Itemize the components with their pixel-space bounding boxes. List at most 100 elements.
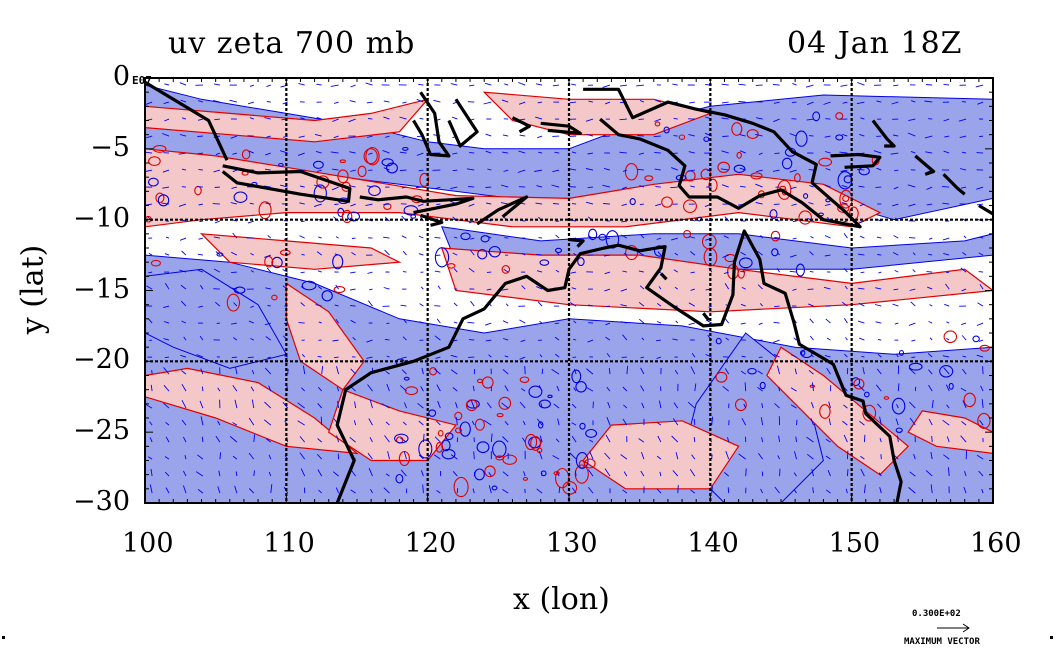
wind-vector — [230, 287, 237, 290]
wind-vector — [776, 365, 781, 375]
wind-vector — [297, 420, 305, 426]
wind-vector — [468, 339, 475, 341]
wind-vector — [690, 288, 695, 291]
wind-vector — [893, 84, 899, 87]
wind-vector — [316, 116, 322, 120]
wind-vector — [656, 339, 661, 342]
wind-vector — [586, 387, 594, 392]
positive-contour — [624, 163, 639, 181]
y-tick-label: −15 — [73, 273, 130, 305]
wind-vector — [913, 453, 916, 460]
wind-vector — [825, 168, 831, 171]
wind-vector — [896, 404, 899, 409]
wind-vector — [877, 254, 882, 256]
wind-vector — [740, 370, 746, 375]
wind-vector — [179, 82, 187, 86]
wind-vector — [487, 251, 492, 256]
wind-vector — [162, 186, 170, 189]
wind-vector — [844, 253, 848, 256]
wind-vector — [437, 285, 441, 290]
wind-vector — [811, 382, 814, 392]
wind-vector — [738, 453, 746, 460]
positive-contour — [654, 121, 661, 127]
positive-contour — [530, 435, 542, 451]
wind-vector — [486, 202, 492, 205]
wind-vector — [976, 322, 984, 326]
wind-vector — [641, 337, 645, 341]
wind-vector — [793, 489, 797, 494]
wind-vector — [485, 133, 492, 137]
wind-vector — [350, 169, 356, 172]
wind-vector — [145, 135, 153, 139]
wind-vector — [317, 469, 323, 477]
wind-vector — [639, 285, 645, 290]
x-tick-label: 150 — [828, 528, 881, 559]
wind-vector — [893, 134, 899, 137]
axis-ticks — [144, 77, 994, 504]
positive-contour — [341, 209, 353, 224]
positive-contour — [496, 412, 504, 418]
wind-vector — [367, 384, 373, 392]
wind-vector — [893, 288, 899, 291]
wind-vector — [367, 271, 373, 274]
wind-vector — [420, 470, 424, 477]
wind-vector — [179, 237, 187, 241]
wind-vector — [571, 83, 577, 86]
wind-vector — [739, 134, 746, 137]
wind-vector — [369, 437, 373, 443]
positive-contour — [862, 404, 877, 422]
wind-vector — [417, 402, 424, 409]
negative-contour — [571, 369, 582, 384]
wind-vector — [232, 232, 238, 239]
wind-vector — [862, 367, 865, 375]
wind-vector — [674, 252, 679, 256]
wind-vector — [235, 471, 238, 477]
wind-vector — [519, 319, 526, 324]
wind-vector — [589, 439, 594, 443]
wind-vector — [793, 472, 797, 477]
wind-vector — [419, 303, 424, 307]
positive-contour — [683, 199, 697, 214]
wind-vector — [266, 135, 271, 138]
wind-vector — [946, 271, 950, 274]
wind-vector — [384, 338, 390, 341]
positive-contour — [152, 144, 167, 153]
wind-vector — [842, 101, 848, 104]
wind-vector — [811, 468, 814, 477]
negative-contour — [851, 377, 861, 387]
positive-vorticity-region — [766, 346, 910, 476]
wind-vector — [876, 100, 882, 103]
wind-vector — [962, 368, 967, 375]
wind-vector — [808, 135, 814, 137]
wind-vector — [335, 284, 339, 290]
wind-vector — [232, 455, 238, 460]
wind-vector — [931, 435, 933, 443]
wind-vector — [792, 288, 797, 291]
wind-vector — [602, 135, 611, 138]
positive-contour — [383, 203, 392, 210]
wind-vector — [741, 355, 746, 358]
wind-vector — [483, 101, 492, 105]
wind-vector — [250, 386, 255, 392]
wind-vector — [266, 84, 271, 88]
wind-vector — [385, 421, 390, 426]
wind-vector — [845, 337, 848, 341]
wind-vector — [334, 253, 339, 256]
positive-contour — [731, 122, 743, 136]
wind-vector — [755, 183, 763, 188]
positive-contour — [625, 245, 639, 261]
wind-vector — [860, 468, 865, 477]
wind-vector — [721, 184, 729, 188]
wind-vector — [795, 436, 797, 443]
wind-vector — [672, 418, 679, 426]
wind-vector — [422, 433, 425, 443]
wind-vector — [248, 452, 255, 460]
wind-vector — [656, 237, 662, 240]
wind-vector — [541, 471, 543, 477]
negative-contour — [547, 394, 553, 399]
wind-vector — [657, 435, 662, 443]
wind-vector — [317, 386, 323, 392]
negative-contour — [460, 232, 471, 241]
wind-vector — [930, 452, 933, 460]
wind-vector — [879, 416, 882, 426]
